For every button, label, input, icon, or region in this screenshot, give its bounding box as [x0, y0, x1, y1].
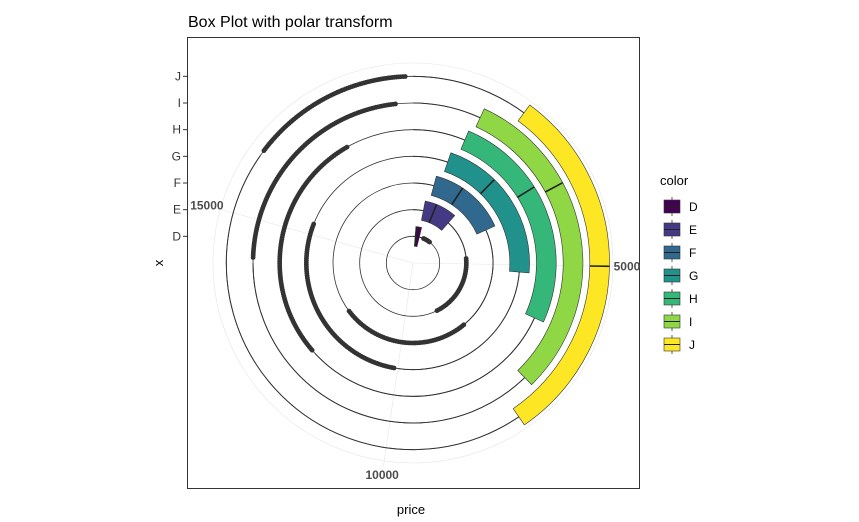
box-body-H	[460, 130, 557, 323]
legend-label: I	[689, 315, 692, 329]
theta-tick-label: 15000	[190, 198, 224, 212]
theta-grid-line	[383, 262, 414, 467]
y-tick-label: G	[172, 149, 181, 163]
legend-item-D: D	[663, 197, 698, 216]
x-axis-title: price	[397, 502, 425, 517]
y-tick-label: D	[172, 229, 181, 243]
legend-label: H	[689, 292, 698, 306]
box-body-J	[512, 104, 610, 426]
y-tick-label: F	[174, 176, 181, 190]
outliers-D	[421, 236, 432, 245]
box-E	[412, 200, 467, 258]
outliers-F	[346, 308, 467, 346]
legend-title: color	[660, 173, 689, 188]
outlier-point	[402, 74, 408, 79]
median-F	[451, 187, 464, 205]
theta-axis-ticks: 5000 10000 15000	[190, 198, 640, 481]
outlier-point	[393, 101, 398, 107]
legend-label: F	[689, 246, 696, 260]
box-series	[225, 75, 610, 451]
median-I	[544, 181, 564, 193]
outliers-H	[277, 144, 350, 353]
outliers-I	[250, 101, 398, 260]
box-F	[412, 175, 496, 325]
box-J	[225, 75, 610, 451]
legend-label: J	[689, 338, 695, 352]
legend-item-I: I	[663, 312, 692, 331]
legend-label: E	[689, 223, 697, 237]
box-body-G	[444, 152, 530, 274]
y-tick-label: J	[175, 69, 181, 83]
box-D	[412, 226, 424, 248]
outlier-point	[346, 308, 352, 314]
box-H	[314, 129, 557, 397]
median-H	[517, 186, 535, 199]
box-G	[397, 152, 530, 371]
box-I	[252, 102, 584, 424]
outlier-points	[250, 74, 469, 371]
outlier-point	[427, 239, 432, 245]
median-D	[414, 226, 419, 247]
legend-item-H: H	[663, 289, 698, 308]
box-body-I	[475, 108, 584, 386]
theta-tick-label: 5000	[614, 260, 641, 274]
y-axis-title: x	[151, 259, 166, 266]
legend-item-J: J	[663, 335, 695, 354]
outlier-point	[311, 221, 317, 227]
legend-label: D	[689, 200, 698, 214]
y-tick-label: I	[178, 96, 181, 110]
legend-item-G: G	[663, 266, 698, 285]
box-body-F	[430, 175, 496, 235]
outliers-G	[303, 221, 397, 371]
outliers-J	[261, 74, 408, 154]
outlier-point	[434, 308, 440, 314]
chart-title: Box Plot with polar transform	[188, 14, 393, 31]
theta-tick-label: 10000	[365, 468, 399, 482]
outliers-E	[434, 256, 469, 314]
y-tick-label: H	[172, 123, 181, 137]
y-tick-label: E	[173, 203, 181, 217]
outer-grid-ring	[212, 62, 614, 464]
box-body-E	[421, 200, 456, 231]
theta-grid-line	[214, 207, 414, 264]
legend-label: G	[689, 269, 698, 283]
median-E	[428, 204, 438, 223]
legend-item-E: E	[663, 220, 697, 239]
legend-item-F: F	[663, 243, 696, 262]
outlier-point	[344, 144, 350, 150]
whisker-E	[412, 209, 467, 258]
median-G	[479, 178, 495, 195]
